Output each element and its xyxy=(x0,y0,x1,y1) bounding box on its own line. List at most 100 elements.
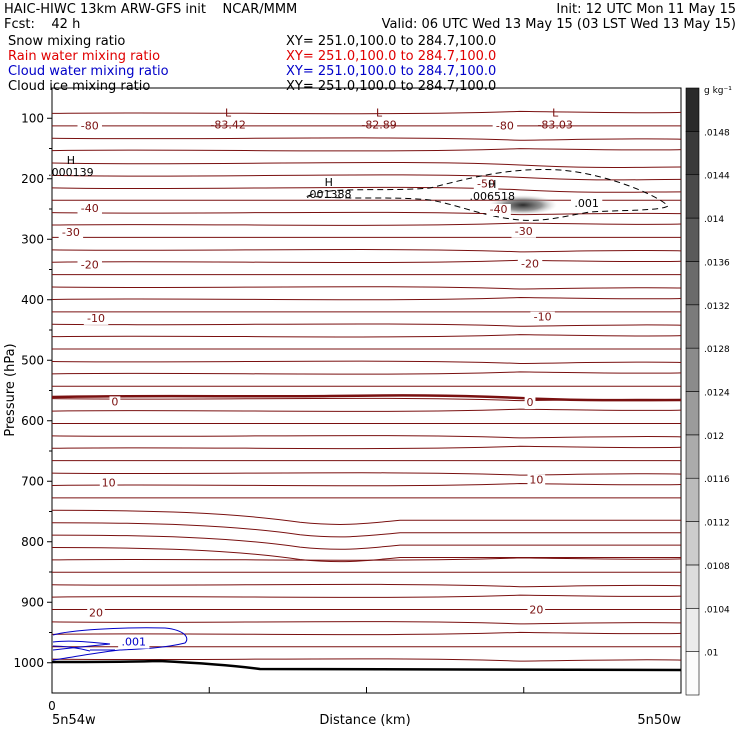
field-cloud-ice-xy: XY= 251.0,100.0 to 284.7,100.0 xyxy=(286,79,497,94)
y-tick-label: 300 xyxy=(21,232,44,246)
isotherm-line xyxy=(51,371,682,375)
colorbar-level-label: .01 xyxy=(704,649,718,659)
temperature-label: -20 xyxy=(521,257,539,270)
isotherm-line xyxy=(51,472,682,476)
isotherm-line xyxy=(51,249,682,253)
cloud-water-contour xyxy=(52,627,188,661)
extremum-marker: L xyxy=(376,106,383,119)
extremum-marker: L xyxy=(552,106,559,119)
header-init-time: Init: 12 UTC Mon 11 May 15 xyxy=(556,2,736,17)
field-cloud-water-name: Cloud water mixing ratio xyxy=(8,64,169,79)
colorbar-swatch xyxy=(685,521,700,566)
field-cloud-ice-name: Cloud ice mixing ratio xyxy=(8,79,151,94)
isotherm-line xyxy=(51,286,682,290)
colorbar-level-label: .0144 xyxy=(704,172,730,182)
temperature-label-bg xyxy=(492,120,518,133)
temperature-label: -30 xyxy=(62,226,80,239)
colorbar-swatch xyxy=(685,131,700,176)
isotherm-line xyxy=(51,583,682,588)
isotherm-line xyxy=(51,594,682,598)
field-rain-name: Rain water mixing ratio xyxy=(8,49,161,64)
temperature-label-bg xyxy=(87,607,105,620)
isotherm-line xyxy=(51,137,682,141)
colorbar-level-label: .012 xyxy=(704,432,724,442)
field-snow-xy: XY= 251.0,100.0 to 284.7,100.0 xyxy=(286,34,497,49)
isotherm-line xyxy=(51,186,682,193)
colorbar-swatch xyxy=(685,87,700,132)
header-valid-time: Valid: 06 UTC Wed 13 May 15 (03 LST Wed … xyxy=(381,17,736,32)
field-cloud-water-xy: XY= 251.0,100.0 to 284.7,100.0 xyxy=(286,64,497,79)
isotherm-line xyxy=(51,296,682,301)
isotherm-line xyxy=(51,174,682,181)
colorbar-swatch xyxy=(685,304,700,349)
isotherm-line xyxy=(51,482,682,487)
isotherm-line xyxy=(51,557,682,561)
ice-contour-label-bg xyxy=(571,197,603,210)
colorbar-level-label: .0132 xyxy=(704,302,730,312)
temperature-label: 0 xyxy=(111,395,118,408)
contour-labels: -80 -80-50-40 -40-30 -30-20 -20-10 -100 010 102… xyxy=(48,106,603,649)
colorbar-swatch xyxy=(685,477,700,522)
temperature-label-bg xyxy=(511,225,536,238)
temperature-label-bg xyxy=(99,477,118,490)
isotherm-line xyxy=(51,222,682,226)
isotherm-line xyxy=(51,631,682,636)
y-tick-label: 400 xyxy=(21,293,44,307)
temperature-label-bg xyxy=(527,604,546,617)
x-axis-label: Distance (km) xyxy=(319,713,410,728)
temperature-label-bg xyxy=(530,311,555,324)
y-tick-label: 800 xyxy=(21,535,44,549)
temperature-label: -10 xyxy=(534,311,552,324)
colorbar-swatch xyxy=(685,651,700,696)
temperature-contours xyxy=(51,110,682,662)
isotherm-line xyxy=(51,360,682,364)
temperature-label-bg xyxy=(486,204,511,216)
colorbar-level-label: .0124 xyxy=(704,389,730,399)
extremum-value: -83.03 xyxy=(537,118,572,131)
y-tick-label: 1000 xyxy=(13,656,44,670)
y-axis-label: Pressure (hPa) xyxy=(3,343,18,436)
extremum-marker: H xyxy=(325,176,333,189)
colorbar-level-label: .0112 xyxy=(704,519,730,529)
isotherm-line xyxy=(51,148,682,152)
temperature-label-bg xyxy=(524,396,536,409)
temperature-label: -20 xyxy=(81,259,99,272)
y-tick-label: 600 xyxy=(21,414,44,428)
y-tick-label: 200 xyxy=(21,172,44,186)
temperature-label-bg xyxy=(77,202,102,215)
isotherm-line xyxy=(51,522,681,538)
temperature-label: 20 xyxy=(89,607,103,620)
ice-contour-label: .001 xyxy=(574,197,599,210)
temperature-label-bg xyxy=(77,120,102,133)
header-forecast-hour: Fcst: 42 h xyxy=(4,17,81,32)
temperature-label: 10 xyxy=(529,473,543,486)
colorbar-level-label: .0116 xyxy=(704,475,730,485)
temperature-label-bg xyxy=(109,396,121,409)
colorbar-level-label: .014 xyxy=(704,215,724,225)
extremum-value: .000139 xyxy=(48,166,94,179)
colorbar-swatch xyxy=(685,434,700,479)
freezing-level-line xyxy=(51,394,682,402)
plot-frame xyxy=(51,87,682,694)
extremum-marker: L xyxy=(225,106,232,119)
isotherm-line xyxy=(51,435,682,439)
temperature-label: 20 xyxy=(529,604,543,617)
temperature-label-bg xyxy=(83,312,109,325)
colorbar-swatch xyxy=(685,391,700,436)
temperature-label-bg xyxy=(77,259,102,272)
colorbar-swatch xyxy=(685,607,700,652)
cloud-water-label-bg xyxy=(118,636,150,649)
isotherm-line xyxy=(51,323,682,327)
temperature-label: -10 xyxy=(87,312,105,325)
temperature-label: -40 xyxy=(81,202,99,215)
extremum-value: -83.42 xyxy=(210,118,245,131)
isotherm-line xyxy=(51,621,682,625)
extremum-value: .001388 xyxy=(306,188,352,201)
colorbar: .01 .0104 .0108 .0112 .0116 .012 .0124 .0128 .01… xyxy=(685,86,732,696)
colorbar-level-label: .0108 xyxy=(704,562,730,572)
isotherm-line xyxy=(51,408,682,412)
temperature-label-bg xyxy=(58,226,84,239)
extremum-value: -82.89 xyxy=(361,118,396,131)
y-tick-label: 700 xyxy=(21,474,44,488)
